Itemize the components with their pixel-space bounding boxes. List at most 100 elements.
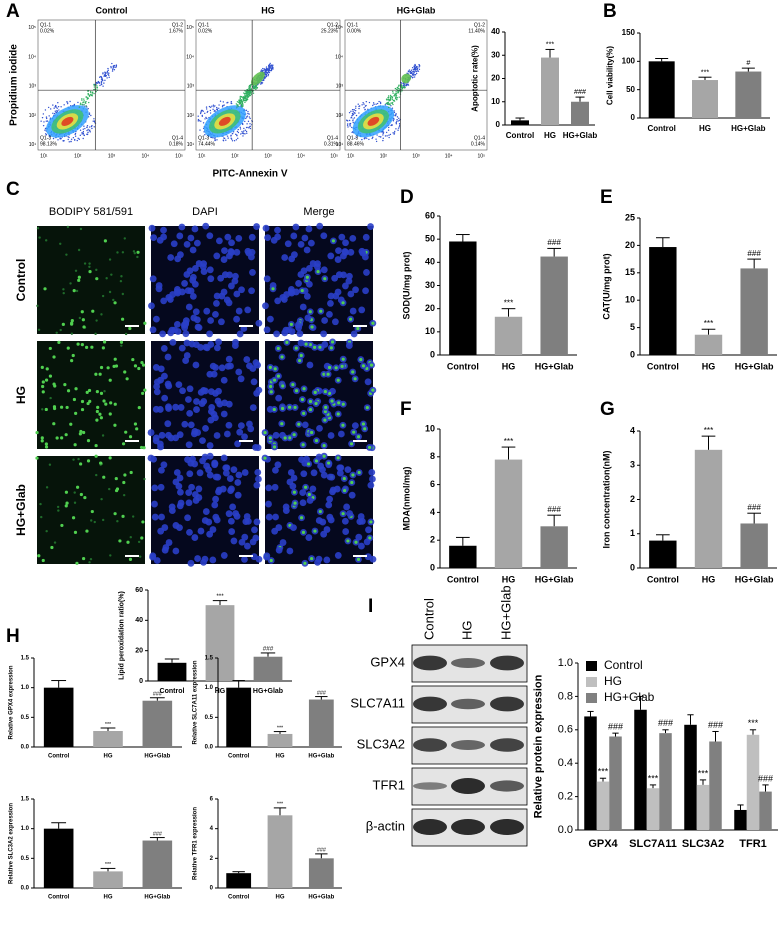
cell-dot	[244, 96, 246, 98]
cell-dot	[244, 129, 247, 131]
lipid-signal	[37, 554, 41, 558]
nucleus	[265, 484, 273, 492]
cell-dot	[388, 136, 390, 139]
nucleus	[252, 444, 259, 451]
lipid-signal	[346, 539, 350, 543]
decade-label: 10⁵	[330, 153, 338, 159]
nucleus	[237, 375, 245, 383]
cell-density	[367, 116, 380, 126]
lipid-signal	[70, 359, 74, 363]
cell-dot	[47, 106, 50, 109]
cell-dot	[347, 120, 349, 122]
cell-dot	[104, 72, 107, 74]
y-tick-label: 0	[630, 562, 635, 572]
lipid-signal	[109, 401, 113, 405]
nucleus	[321, 341, 329, 348]
cell-dot	[208, 105, 211, 108]
cell-dot	[93, 92, 95, 95]
lipid-signal	[113, 423, 117, 427]
cell-dot	[82, 101, 84, 103]
lipid-signal	[91, 309, 95, 313]
lipid-signal	[119, 340, 124, 344]
lipid-signal	[303, 561, 307, 565]
y-tick-label: 0	[430, 349, 435, 359]
cell-dot	[358, 107, 360, 110]
y-axis-label: Iron concentration(nM)	[602, 451, 612, 549]
lipid-signal	[72, 397, 77, 402]
cell-dot	[106, 72, 109, 74]
lipid-signal	[88, 265, 91, 268]
significance-label: ***	[277, 802, 284, 808]
x-tick-label: HG	[699, 124, 711, 133]
cell-dot	[268, 68, 270, 70]
cell-dot	[204, 118, 206, 120]
nucleus	[215, 237, 223, 245]
cell-dot	[248, 116, 251, 118]
nucleus	[323, 556, 331, 564]
cell-dot	[352, 119, 354, 122]
cell-dot	[354, 107, 357, 109]
cell-dot	[70, 138, 73, 141]
nucleus	[158, 513, 165, 521]
quadrant-percent: 11.40%	[468, 28, 485, 34]
nucleus	[238, 286, 245, 294]
nucleus	[226, 475, 234, 482]
cell-dot	[404, 86, 406, 89]
lipid-signal	[324, 405, 328, 409]
nucleus	[218, 318, 225, 326]
nucleus	[290, 474, 298, 482]
cell-dot	[201, 115, 204, 117]
nucleus	[326, 495, 333, 503]
nucleus	[208, 403, 216, 411]
nucleus	[345, 277, 353, 285]
lipid-signal	[36, 304, 39, 308]
cell-dot	[396, 98, 398, 101]
cell-dot	[197, 115, 199, 117]
cell-dot	[93, 86, 96, 88]
x-tick-label: HG	[276, 895, 285, 901]
nucleus	[254, 361, 261, 369]
cell-dot	[102, 73, 104, 75]
x-tick-label: Control	[647, 574, 679, 584]
x-tick-label: Control	[647, 361, 679, 371]
lipid-signal	[70, 332, 74, 335]
y-tick-label: 1	[630, 528, 635, 538]
cell-dot	[351, 115, 353, 117]
decade-label: 10²	[74, 153, 82, 159]
nucleus	[160, 345, 168, 352]
nucleus	[295, 280, 302, 287]
cell-dot	[87, 131, 89, 134]
cell-dot	[372, 102, 375, 104]
quadrant-percent: 74.44%	[198, 141, 216, 147]
cell-dot	[223, 137, 226, 140]
cell-dot	[87, 94, 89, 96]
cell-dot	[244, 101, 246, 104]
cell-dot	[250, 92, 252, 94]
lipid-signal	[44, 239, 48, 242]
lipid-signal	[308, 343, 312, 347]
lipid-signal	[83, 495, 87, 500]
nucleus	[347, 248, 355, 256]
cell-dot	[103, 75, 105, 77]
y-tick-label: 2	[210, 856, 214, 862]
lipid-signal	[65, 253, 68, 256]
y-tick-label: 1.0	[21, 685, 30, 691]
nucleus	[235, 234, 243, 242]
nucleus	[173, 469, 181, 476]
nucleus	[334, 552, 342, 559]
cell-dot	[265, 75, 268, 78]
cell-dot	[255, 84, 257, 87]
cell-dot	[241, 130, 243, 133]
lipid-signal	[301, 443, 305, 447]
lipid-signal	[280, 406, 285, 411]
lipid-signal	[314, 459, 319, 463]
cell-dot	[113, 69, 116, 71]
cell-dot	[90, 125, 93, 128]
lipid-signal	[59, 242, 62, 245]
nucleus	[271, 483, 279, 491]
cell-dot	[349, 123, 351, 125]
nucleus	[362, 287, 369, 295]
cell-dot	[351, 109, 354, 111]
cell-dot	[387, 103, 389, 106]
decade-label: 10¹	[347, 153, 355, 159]
